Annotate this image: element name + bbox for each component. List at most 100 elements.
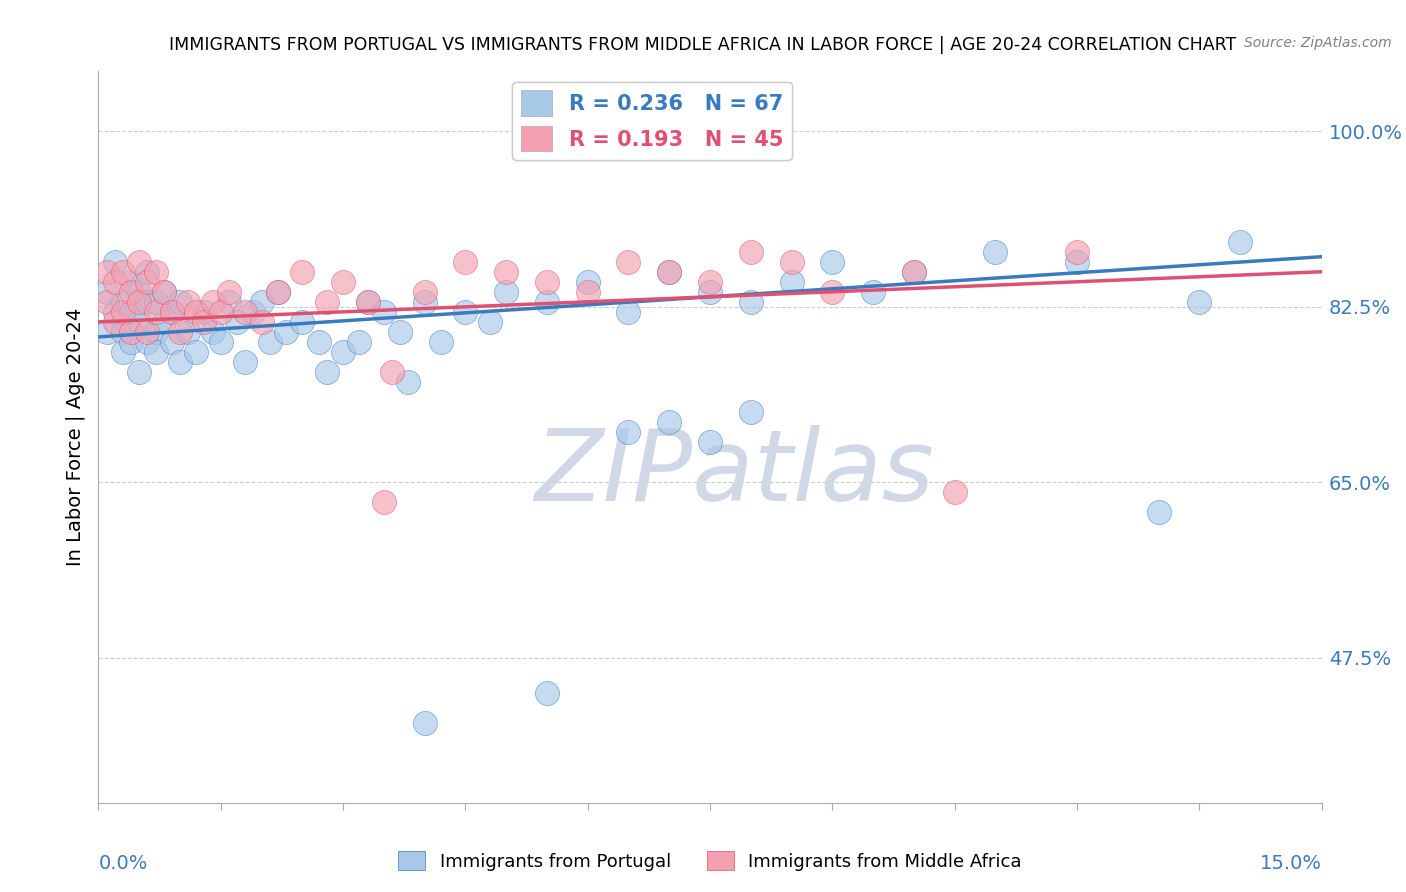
Immigrants from Middle Africa	[780, 254, 803, 268]
Immigrants from Portugal	[145, 294, 167, 309]
Immigrants from Portugal	[349, 334, 371, 349]
Immigrants from Middle Africa	[136, 275, 159, 289]
Immigrants from Middle Africa	[617, 254, 640, 268]
Immigrants from Portugal	[259, 334, 281, 349]
Immigrants from Portugal	[291, 315, 314, 329]
Immigrants from Portugal	[233, 355, 256, 369]
Text: 0.0%: 0.0%	[98, 854, 148, 873]
Immigrants from Portugal	[193, 305, 215, 319]
Immigrants from Middle Africa	[332, 275, 354, 289]
Immigrants from Portugal	[96, 285, 118, 299]
Immigrants from Portugal	[658, 265, 681, 279]
Immigrants from Portugal	[186, 345, 208, 359]
Immigrants from Portugal	[120, 305, 142, 319]
Immigrants from Portugal	[356, 294, 378, 309]
Immigrants from Middle Africa	[373, 495, 395, 509]
Immigrants from Portugal	[209, 334, 232, 349]
Immigrants from Portugal	[128, 315, 150, 329]
Immigrants from Portugal	[111, 345, 134, 359]
Legend: R = 0.236   N = 67, R = 0.193   N = 45: R = 0.236 N = 67, R = 0.193 N = 45	[513, 82, 792, 160]
Immigrants from Portugal	[152, 315, 174, 329]
Immigrants from Portugal	[169, 294, 191, 309]
Immigrants from Portugal	[136, 334, 159, 349]
Immigrants from Portugal	[201, 325, 224, 339]
Immigrants from Portugal	[1147, 505, 1170, 519]
Immigrants from Portugal	[389, 325, 412, 339]
Immigrants from Middle Africa	[267, 285, 290, 299]
Immigrants from Middle Africa	[356, 294, 378, 309]
Immigrants from Portugal	[104, 305, 127, 319]
Immigrants from Middle Africa	[454, 254, 477, 268]
Immigrants from Portugal	[111, 294, 134, 309]
Immigrants from Portugal	[145, 345, 167, 359]
Immigrants from Portugal	[218, 294, 240, 309]
Immigrants from Portugal	[136, 265, 159, 279]
Immigrants from Portugal	[136, 294, 159, 309]
Immigrants from Middle Africa	[96, 294, 118, 309]
Immigrants from Portugal	[740, 405, 762, 419]
Immigrants from Portugal	[308, 334, 330, 349]
Immigrants from Middle Africa	[111, 265, 134, 279]
Immigrants from Portugal	[396, 375, 419, 389]
Immigrants from Middle Africa	[193, 315, 215, 329]
Immigrants from Portugal	[226, 315, 249, 329]
Immigrants from Middle Africa	[740, 244, 762, 259]
Immigrants from Portugal	[478, 315, 501, 329]
Immigrants from Middle Africa	[177, 294, 200, 309]
Immigrants from Portugal	[120, 275, 142, 289]
Immigrants from Portugal	[454, 305, 477, 319]
Immigrants from Middle Africa	[104, 275, 127, 289]
Immigrants from Portugal	[536, 685, 558, 699]
Immigrants from Portugal	[495, 285, 517, 299]
Immigrants from Portugal	[160, 305, 183, 319]
Y-axis label: In Labor Force | Age 20-24: In Labor Force | Age 20-24	[65, 308, 84, 566]
Immigrants from Middle Africa	[145, 305, 167, 319]
Immigrants from Portugal	[315, 365, 337, 379]
Immigrants from Middle Africa	[233, 305, 256, 319]
Immigrants from Middle Africa	[120, 325, 142, 339]
Immigrants from Middle Africa	[128, 294, 150, 309]
Immigrants from Portugal	[332, 345, 354, 359]
Immigrants from Portugal	[177, 325, 200, 339]
Immigrants from Portugal	[1229, 235, 1251, 249]
Immigrants from Middle Africa	[536, 275, 558, 289]
Immigrants from Portugal	[120, 334, 142, 349]
Immigrants from Middle Africa	[169, 325, 191, 339]
Immigrants from Middle Africa	[104, 315, 127, 329]
Immigrants from Portugal	[267, 285, 290, 299]
Immigrants from Portugal	[821, 254, 844, 268]
Immigrants from Middle Africa	[136, 325, 159, 339]
Immigrants from Portugal	[862, 285, 884, 299]
Text: 15.0%: 15.0%	[1260, 854, 1322, 873]
Immigrants from Portugal	[617, 305, 640, 319]
Text: ZIPatlas: ZIPatlas	[534, 425, 935, 522]
Immigrants from Portugal	[1188, 294, 1211, 309]
Immigrants from Portugal	[658, 415, 681, 429]
Immigrants from Middle Africa	[291, 265, 314, 279]
Immigrants from Middle Africa	[250, 315, 273, 329]
Immigrants from Portugal	[699, 435, 721, 450]
Immigrants from Portugal	[740, 294, 762, 309]
Immigrants from Portugal	[96, 325, 118, 339]
Immigrants from Portugal	[242, 305, 264, 319]
Immigrants from Middle Africa	[128, 254, 150, 268]
Immigrants from Middle Africa	[186, 305, 208, 319]
Immigrants from Portugal	[780, 275, 803, 289]
Immigrants from Portugal	[104, 254, 127, 268]
Immigrants from Portugal	[1066, 254, 1088, 268]
Immigrants from Portugal	[128, 285, 150, 299]
Immigrants from Portugal	[430, 334, 453, 349]
Immigrants from Middle Africa	[381, 365, 404, 379]
Immigrants from Middle Africa	[495, 265, 517, 279]
Immigrants from Middle Africa	[658, 265, 681, 279]
Immigrants from Portugal	[152, 285, 174, 299]
Immigrants from Portugal	[111, 325, 134, 339]
Immigrants from Middle Africa	[315, 294, 337, 309]
Immigrants from Middle Africa	[576, 285, 599, 299]
Immigrants from Portugal	[413, 294, 436, 309]
Immigrants from Middle Africa	[943, 485, 966, 500]
Immigrants from Middle Africa	[145, 265, 167, 279]
Immigrants from Middle Africa	[96, 265, 118, 279]
Immigrants from Portugal	[274, 325, 297, 339]
Immigrants from Middle Africa	[120, 285, 142, 299]
